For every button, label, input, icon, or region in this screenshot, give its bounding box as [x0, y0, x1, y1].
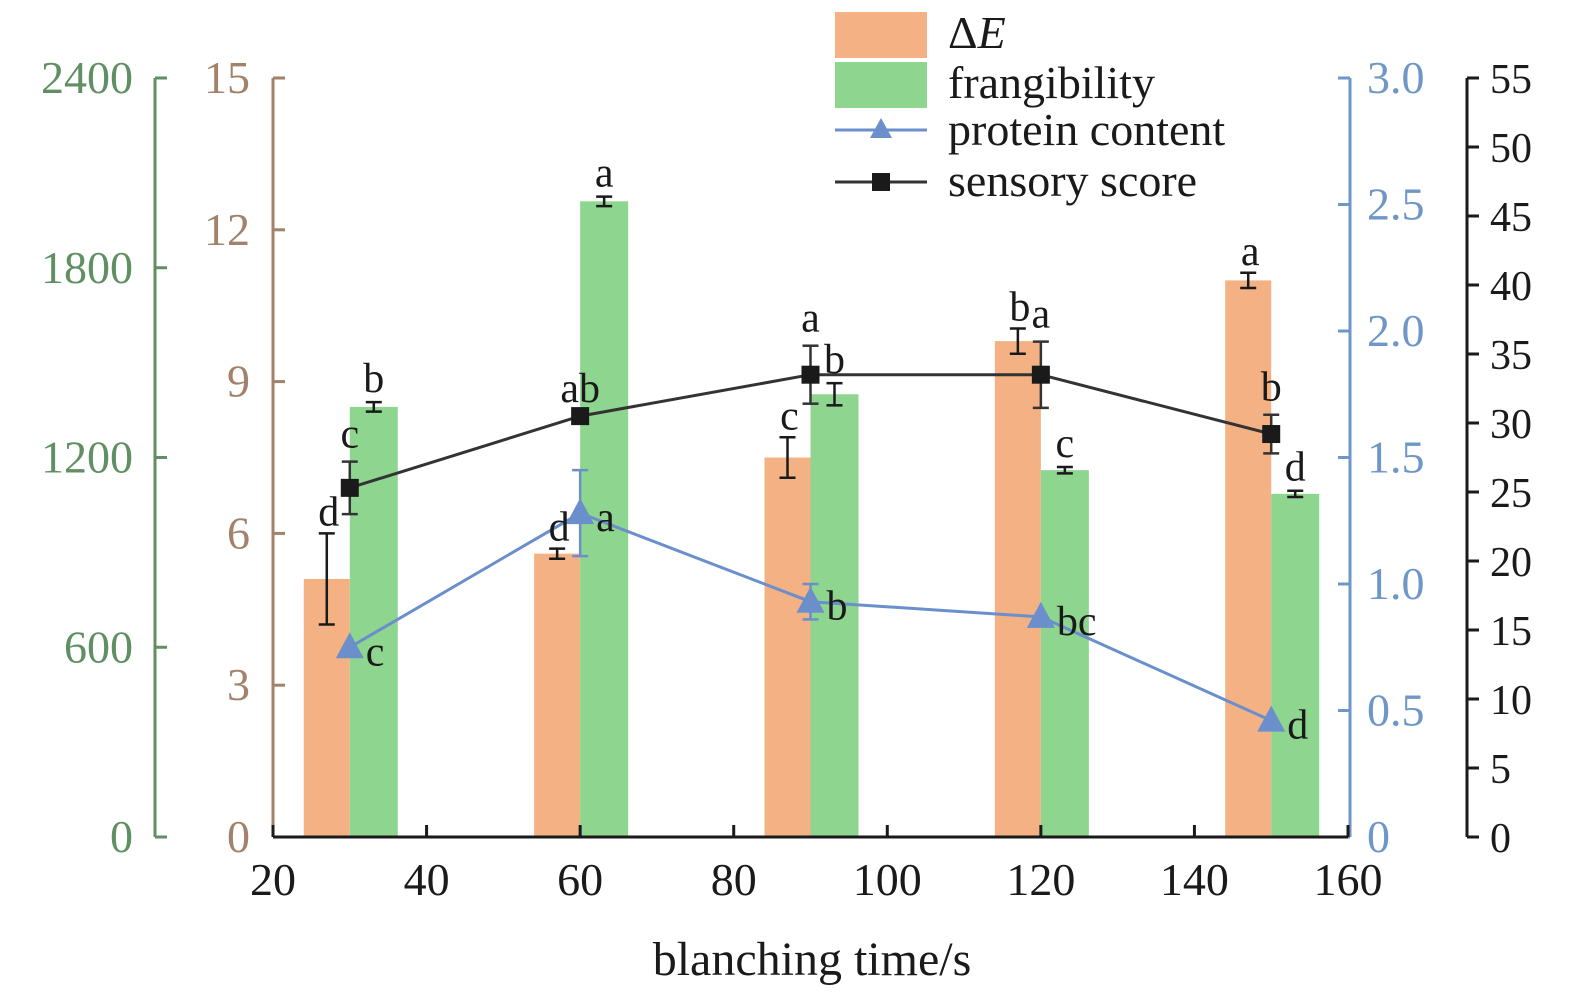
y-tick-label-protein-2: 1.0 — [1367, 558, 1425, 609]
marker-sensory-1 — [571, 407, 590, 426]
letter-delta-e-0: d — [318, 489, 339, 535]
bar-delta-e-1 — [534, 553, 581, 837]
y-tick-label-sensory-4: 20 — [1490, 540, 1532, 586]
y-tick-label-frangibility-2: 1200 — [41, 432, 133, 483]
letter-protein-2: b — [827, 584, 848, 630]
letter-protein-0: c — [366, 629, 385, 675]
y-tick-label-delta_e-0: 0 — [227, 811, 250, 862]
legend-label-sensory: sensory score — [948, 155, 1197, 206]
y-tick-label-sensory-8: 40 — [1490, 264, 1532, 310]
x-tick-label-4: 100 — [853, 854, 922, 905]
x-tick-label-3: 80 — [711, 854, 757, 905]
legend-marker-protein-triangle-icon — [870, 118, 892, 138]
y-tick-label-delta_e-5: 15 — [204, 52, 250, 103]
y-tick-label-delta_e-2: 6 — [227, 507, 250, 558]
bar-delta-e-3 — [994, 341, 1041, 837]
y-tick-label-frangibility-4: 2400 — [41, 52, 133, 103]
legend: ΔE frangibility protein content sensory … — [835, 7, 1225, 206]
legend-label-delta-e: ΔE — [948, 7, 1006, 58]
letter-sensory-3: a — [1032, 292, 1051, 338]
y-tick-label-sensory-5: 25 — [1490, 471, 1532, 517]
legend-marker-sensory-square-icon — [872, 173, 890, 191]
y-tick-label-sensory-3: 15 — [1490, 609, 1532, 655]
bar-delta-e-2 — [764, 457, 811, 837]
x-tick-label-5: 120 — [1006, 854, 1075, 905]
y-tick-label-sensory-0: 0 — [1490, 816, 1511, 862]
bar-frangibility-2 — [810, 394, 859, 837]
letter-frangibility-2: b — [824, 337, 845, 383]
marker-protein-2 — [796, 586, 825, 613]
x-axis-label: blanching time/s — [653, 933, 972, 986]
y-tick-label-frangibility-3: 1800 — [41, 242, 133, 293]
axes-layer: 06001200180024000369121500.51.01.52.02.5… — [41, 52, 1532, 905]
y-tick-label-frangibility-1: 600 — [64, 621, 133, 672]
bars-layer — [303, 201, 1320, 837]
legend-e-symbol: E — [977, 7, 1006, 58]
marker-sensory-3 — [1031, 365, 1050, 384]
letter-frangibility-3: c — [1056, 421, 1075, 467]
x-tick-label-6: 140 — [1160, 854, 1229, 905]
y-tick-label-sensory-2: 10 — [1490, 678, 1532, 724]
bar-frangibility-4 — [1271, 493, 1320, 837]
letter-protein-1: a — [596, 495, 615, 541]
letter-frangibility-0: b — [363, 356, 384, 402]
y-tick-label-sensory-6: 30 — [1490, 402, 1532, 448]
marker-sensory-0 — [340, 478, 359, 497]
legend-swatch-frangibility — [835, 62, 927, 108]
bar-frangibility-0 — [349, 406, 398, 837]
y-tick-label-protein-1: 0.5 — [1367, 685, 1425, 736]
letter-sensory-4: b — [1261, 365, 1282, 411]
y-tick-label-protein-4: 2.0 — [1367, 305, 1425, 356]
letter-frangibility-4: d — [1285, 445, 1306, 491]
y-tick-label-protein-3: 1.5 — [1367, 432, 1425, 483]
y-tick-label-sensory-1: 5 — [1490, 747, 1511, 793]
letter-sensory-1: ab — [560, 366, 600, 412]
legend-label-protein: protein content — [948, 104, 1225, 155]
y-tick-label-delta_e-4: 12 — [204, 204, 250, 255]
marker-protein-3 — [1026, 601, 1055, 628]
marker-protein-1 — [566, 498, 595, 525]
letter-delta-e-4: a — [1241, 229, 1260, 275]
letter-sensory-2: a — [801, 296, 820, 342]
marker-sensory-2 — [801, 365, 820, 384]
y-tick-label-protein-6: 3.0 — [1367, 52, 1425, 103]
letter-delta-e-3: b — [1009, 284, 1030, 330]
x-tick-label-7: 160 — [1314, 854, 1383, 905]
legend-swatch-delta-e — [835, 12, 927, 58]
legend-label-frangibility: frangibility — [948, 57, 1155, 108]
y-tick-label-protein-5: 2.5 — [1367, 179, 1425, 230]
bar-frangibility-3 — [1040, 470, 1089, 837]
letter-protein-4: d — [1287, 703, 1308, 749]
letter-frangibility-1: a — [595, 151, 614, 197]
lines-layer — [335, 365, 1286, 732]
letter-protein-3: bc — [1057, 599, 1097, 645]
marker-protein-0 — [335, 632, 364, 659]
letter-sensory-0: c — [340, 412, 359, 458]
y-tick-label-sensory-7: 35 — [1490, 333, 1532, 379]
marker-sensory-4 — [1262, 425, 1281, 444]
x-tick-label-1: 40 — [404, 854, 450, 905]
marker-protein-4 — [1257, 705, 1286, 732]
y-tick-label-protein-0: 0 — [1367, 811, 1390, 862]
letter-delta-e-2: c — [780, 393, 799, 439]
x-tick-label-2: 60 — [557, 854, 603, 905]
letter-delta-e-1: d — [549, 505, 570, 551]
y-tick-label-frangibility-0: 0 — [110, 811, 133, 862]
y-tick-label-sensory-11: 55 — [1490, 57, 1532, 103]
legend-delta-symbol: Δ — [948, 7, 978, 58]
bar-delta-e-4 — [1225, 280, 1272, 837]
y-tick-label-delta_e-1: 3 — [227, 659, 250, 710]
y-tick-label-sensory-9: 45 — [1490, 195, 1532, 241]
y-tick-label-sensory-10: 50 — [1490, 126, 1532, 172]
y-tick-label-delta_e-3: 9 — [227, 356, 250, 407]
x-tick-label-0: 20 — [250, 854, 296, 905]
